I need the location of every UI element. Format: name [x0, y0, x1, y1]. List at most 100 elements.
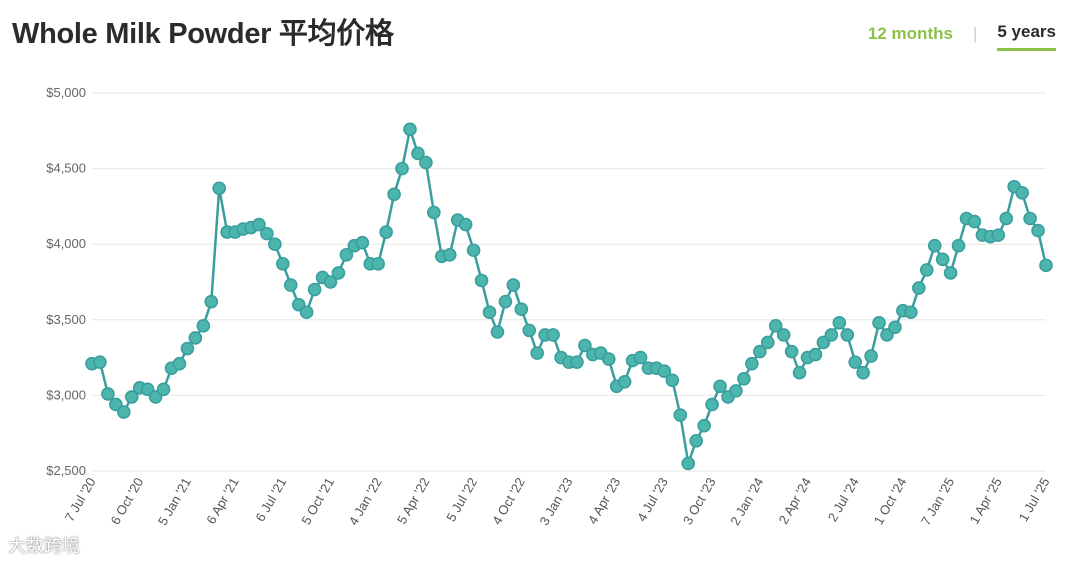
- data-point: [196, 319, 211, 333]
- data-point: [482, 305, 497, 320]
- data-point: [212, 181, 226, 196]
- data-point: [339, 247, 354, 262]
- watermark-logo: 大数跨境: [8, 536, 80, 556]
- data-point: [919, 263, 934, 277]
- page-title: Whole Milk Powder 平均价格: [12, 18, 394, 50]
- data-point: [705, 397, 719, 412]
- data-point: [442, 247, 457, 262]
- x-tick-label: 4 Jul '23: [634, 475, 671, 524]
- data-point: [752, 344, 767, 359]
- x-tick-label: 2 Jan '24: [727, 475, 766, 528]
- data-point: [943, 266, 958, 280]
- data-point: [180, 341, 195, 356]
- x-tick-label: 7 Jan '25: [918, 475, 957, 528]
- data-point: [888, 320, 902, 335]
- data-point: [498, 294, 513, 309]
- x-tick-label: 1 Apr '25: [966, 475, 1004, 527]
- data-point: [331, 266, 346, 280]
- data-point: [991, 228, 1006, 242]
- data-point: [268, 237, 282, 251]
- data-point: [570, 355, 584, 369]
- data-point: [657, 364, 672, 379]
- range-5-years-button[interactable]: 5 years: [997, 22, 1056, 51]
- data-point: [689, 433, 704, 448]
- x-tick-label: 2 Apr '24: [776, 475, 814, 527]
- data-point: [204, 294, 219, 309]
- data-point: [808, 347, 823, 362]
- data-point: [283, 278, 298, 292]
- data-point: [403, 122, 417, 137]
- x-tick-label: 6 Oct '20: [107, 475, 146, 527]
- y-tick-label: $4,000: [46, 236, 86, 251]
- data-point: [904, 305, 918, 320]
- y-tick-label: $4,500: [46, 161, 86, 176]
- x-tick-label: 3 Jan '23: [536, 475, 575, 528]
- range-12-months-button[interactable]: 12 months: [867, 23, 953, 43]
- data-point: [530, 346, 545, 360]
- y-tick-label: $5,000: [46, 85, 86, 100]
- data-point: [252, 217, 266, 232]
- data-point: [474, 273, 489, 288]
- x-tick-label: 5 Apr '22: [394, 475, 432, 527]
- data-point: [665, 373, 680, 388]
- data-point: [275, 257, 290, 271]
- data-point: [784, 344, 799, 359]
- data-point: [737, 371, 751, 386]
- data-point: [1039, 258, 1053, 273]
- data-point: [824, 328, 839, 342]
- x-tick-label: 4 Jan '22: [346, 475, 385, 528]
- data-point: [633, 350, 648, 365]
- data-point: [697, 418, 711, 433]
- time-range-toggle: 12 months | 5 years: [868, 22, 1056, 51]
- data-point: [967, 214, 982, 229]
- x-tick-label: 3 Oct '23: [680, 475, 719, 527]
- data-point: [323, 275, 338, 289]
- data-point: [927, 238, 942, 253]
- x-tick-label: 5 Jan '21: [155, 475, 194, 528]
- data-point: [371, 257, 386, 271]
- data-point: [156, 382, 171, 397]
- x-tick-label: 7 Jul '20: [62, 475, 99, 524]
- series-line: [91, 128, 1048, 465]
- data-point: [307, 282, 322, 297]
- data-point: [546, 328, 560, 342]
- data-point: [729, 384, 743, 398]
- data-point: [188, 331, 203, 345]
- data-point: [578, 338, 592, 353]
- y-tick-label: $2,500: [46, 463, 86, 478]
- data-point: [522, 323, 537, 338]
- data-point: [379, 225, 393, 239]
- x-tick-label: 4 Apr '23: [585, 475, 623, 527]
- data-point: [458, 217, 473, 232]
- data-point: [419, 155, 433, 170]
- data-point: [935, 252, 950, 267]
- data-point: [490, 325, 505, 339]
- x-tick-label: 1 Jul '25: [1016, 475, 1053, 524]
- data-point: [713, 379, 727, 394]
- data-point: [617, 374, 632, 389]
- range-divider: |: [972, 23, 978, 43]
- data-point: [506, 278, 521, 292]
- data-point: [395, 161, 409, 176]
- x-tick-label: 1 Oct '24: [871, 475, 910, 527]
- data-point: [117, 405, 131, 419]
- data-point: [124, 390, 139, 404]
- data-point: [93, 355, 107, 369]
- data-point: [776, 328, 791, 342]
- data-point: [681, 456, 696, 471]
- x-tick-label: 2 Jul '24: [825, 475, 862, 524]
- data-point: [299, 305, 314, 320]
- data-point: [832, 316, 847, 330]
- data-point: [911, 281, 926, 295]
- data-point: [999, 211, 1014, 226]
- data-point: [601, 352, 616, 366]
- data-point: [848, 355, 863, 369]
- data-point: [387, 187, 401, 202]
- data-point: [760, 335, 775, 350]
- data-point: [673, 408, 688, 422]
- data-point: [355, 235, 370, 250]
- data-point: [101, 387, 115, 401]
- data-point: [466, 243, 481, 258]
- data-point: [856, 365, 870, 380]
